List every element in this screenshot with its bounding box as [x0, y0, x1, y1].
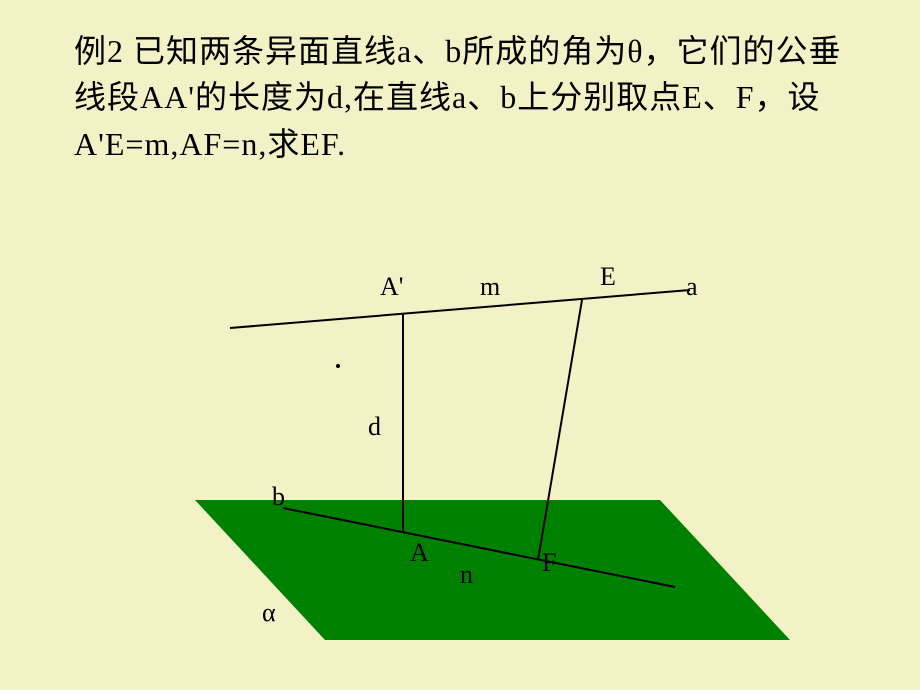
label-E: E — [600, 262, 616, 292]
plane-alpha — [195, 500, 790, 640]
label-A: A — [410, 538, 429, 568]
label-A-prime: A' — [380, 272, 403, 302]
line-a — [230, 290, 690, 328]
label-n: n — [460, 560, 473, 590]
label-m: m — [480, 272, 500, 302]
problem-text: 例2 已知两条异面直线a、b所成的角为θ，它们的公垂线段AA'的长度为d,在直线… — [74, 28, 864, 167]
geometry-diagram: A' m E a d b A n F α — [100, 260, 820, 660]
label-b: b — [272, 482, 285, 512]
label-a: a — [686, 272, 698, 302]
center-dot — [336, 364, 340, 368]
label-alpha: α — [262, 598, 276, 628]
label-d: d — [368, 412, 381, 442]
label-F: F — [542, 548, 556, 578]
diagram-svg — [100, 260, 820, 660]
